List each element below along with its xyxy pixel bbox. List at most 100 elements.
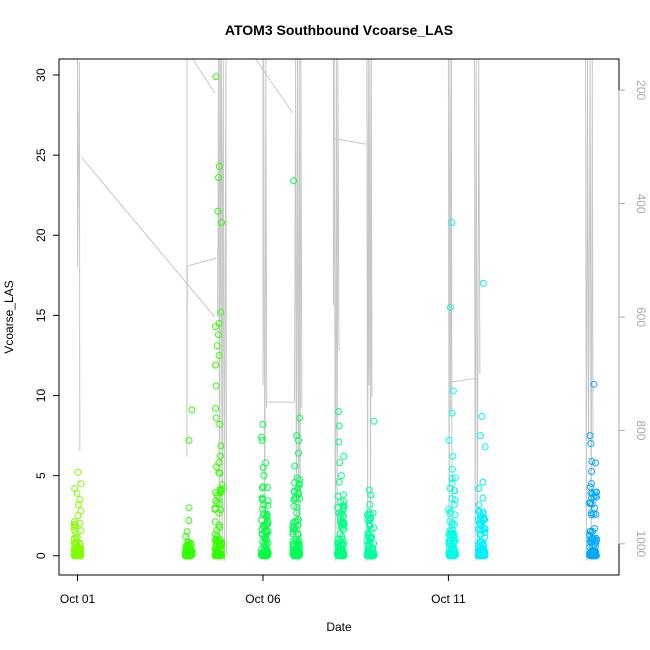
data-point [445, 505, 453, 513]
data-point [479, 494, 487, 502]
data-point [450, 531, 458, 539]
depth-line [450, 377, 477, 383]
data-point [586, 483, 594, 491]
y-right-tick-label: 600 [634, 307, 648, 327]
y-tick-label: 15 [34, 308, 48, 322]
data-point [215, 352, 223, 359]
data-point [291, 462, 299, 470]
data-point [450, 487, 458, 495]
data-point [75, 540, 83, 548]
data-point [215, 521, 223, 529]
data-point [71, 521, 79, 528]
data-point [475, 525, 483, 533]
data-point [336, 550, 343, 558]
data-point [258, 516, 266, 524]
data-point [289, 530, 297, 538]
data-point [587, 551, 595, 559]
data-point [587, 440, 595, 448]
data-point [262, 526, 270, 534]
data-point [258, 526, 266, 534]
data-point [337, 540, 345, 548]
data-point [336, 459, 344, 467]
data-point [335, 478, 343, 486]
data-point [336, 536, 344, 544]
data-point [212, 73, 220, 81]
data-point [476, 432, 484, 440]
point-cluster [333, 408, 348, 560]
data-point [340, 513, 348, 520]
data-point [481, 529, 488, 537]
point-cluster [70, 468, 85, 560]
y-axis: 0 5 10 15 20 25 30 [34, 68, 60, 559]
point-cluster [257, 420, 272, 560]
y-tick-label: 30 [34, 68, 48, 82]
data-point [293, 432, 301, 440]
data-point [337, 509, 345, 517]
data-point [477, 548, 485, 556]
data-point [588, 480, 595, 487]
data-point [215, 331, 222, 339]
data-point [448, 521, 456, 529]
data-point [475, 501, 483, 509]
x-tick-label: Oct 06 [245, 592, 281, 606]
data-point [72, 530, 80, 537]
data-point [334, 408, 342, 415]
data-point [590, 380, 598, 388]
depth-line [473, 58, 481, 561]
data-point [295, 436, 302, 444]
data-point [296, 414, 304, 422]
y-right-tick-label: 400 [634, 194, 648, 214]
data-point [258, 436, 266, 444]
data-point [593, 493, 600, 501]
data-point [448, 409, 456, 417]
data-point [588, 538, 596, 546]
data-point [259, 483, 267, 491]
data-point [295, 449, 302, 457]
data-point [591, 504, 598, 512]
data-point [449, 387, 457, 395]
data-point [448, 475, 456, 482]
data-point [259, 420, 267, 428]
data-point [338, 511, 346, 518]
data-point [290, 496, 298, 504]
data-point [185, 436, 193, 444]
data-point [475, 485, 483, 492]
data-point [215, 174, 222, 182]
data-point [448, 219, 456, 226]
data-point [215, 162, 223, 170]
x-axis: Oct 01 Oct 06 Oct 11 [60, 574, 466, 606]
depth-line [265, 58, 303, 561]
data-point [478, 412, 486, 420]
data-point [336, 512, 344, 520]
data-point [258, 494, 266, 502]
data-point [264, 520, 272, 528]
data-point [184, 549, 192, 557]
data-point [183, 528, 191, 536]
data-point [591, 489, 599, 496]
y-right-tick-label: 800 [634, 420, 648, 440]
data-point [188, 406, 196, 414]
data-point [185, 504, 193, 512]
data-point [295, 481, 303, 489]
data-point [451, 496, 459, 504]
data-point [213, 463, 221, 471]
x-tick-label: Oct 01 [60, 592, 96, 606]
data-point [262, 459, 270, 467]
data-point [448, 479, 456, 487]
data-point [216, 485, 224, 493]
depth-line [192, 58, 216, 94]
data-point [588, 458, 596, 465]
x-tick-label: Oct 11 [431, 592, 466, 606]
point-cluster [586, 380, 600, 560]
data-point [77, 480, 85, 488]
y-axis-label: Vcoarse_LAS [2, 280, 16, 353]
data-point [450, 550, 458, 558]
data-point [70, 518, 78, 526]
data-point [212, 361, 220, 369]
y-tick-label: 20 [34, 228, 48, 242]
data-point [588, 534, 596, 542]
data-point [217, 442, 225, 450]
data-point [216, 420, 224, 428]
data-point [445, 549, 453, 557]
data-point [370, 524, 378, 532]
